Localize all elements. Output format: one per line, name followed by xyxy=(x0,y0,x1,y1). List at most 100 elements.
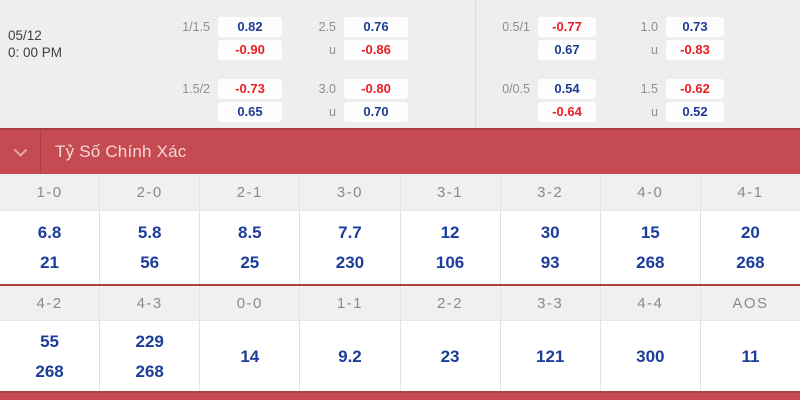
goal-line-label: 1.5 xyxy=(640,81,658,96)
handicap-label: 1/1.5 xyxy=(182,19,210,34)
score-odds-value: 268 xyxy=(736,253,765,272)
score-cell[interactable]: 2-1 8.5 25 xyxy=(200,174,301,284)
score-header: 4-2 xyxy=(0,286,100,321)
score-cell[interactable]: 1-0 6.8 21 xyxy=(0,174,101,284)
score-header: 4-4 xyxy=(600,286,700,321)
score-cell[interactable]: 3-3 121 xyxy=(500,286,601,391)
score-cell[interactable]: 3-2 30 93 xyxy=(500,174,601,284)
score-header: 0-0 xyxy=(200,286,300,321)
score-header: 3-2 xyxy=(500,174,600,211)
score-cell[interactable]: 2-0 5.8 56 xyxy=(100,174,201,284)
odds-value-box[interactable]: 0.67 xyxy=(538,39,596,60)
score-odds-value: 93 xyxy=(540,253,560,272)
score-odds-value: 268 xyxy=(35,361,64,381)
section-title: Tỷ Số Chính Xác xyxy=(55,142,187,161)
score-header: 4-3 xyxy=(100,286,200,321)
match-datetime: 05/12 0: 00 PM xyxy=(8,27,62,61)
handicap-label: 0/0.5 xyxy=(502,81,530,96)
under-label: u xyxy=(651,42,658,57)
score-odds-value: 300 xyxy=(636,346,665,366)
under-label: u xyxy=(329,104,336,119)
collapse-toggle[interactable] xyxy=(0,130,40,174)
odds-line: 1/1.5 0.82 2.5 0.76 0.5/1 -0.77 1.0 0.73 xyxy=(0,16,800,37)
handicap-label: 1.5/2 xyxy=(182,81,210,96)
goal-line-label: 2.5 xyxy=(318,19,336,34)
score-odds-value: 21 xyxy=(40,253,60,272)
score-odds-value: 14 xyxy=(240,346,260,366)
score-cell[interactable]: 4-1 20 268 xyxy=(700,174,800,284)
score-odds-value: 23 xyxy=(440,346,460,366)
odds-section-divider xyxy=(475,0,476,128)
score-odds-value: 15 xyxy=(640,223,660,242)
correct-score-row-1: 1-0 6.8 21 2-0 5.8 56 2-1 8.5 25 3-0 7.7 230… xyxy=(0,174,800,284)
odds-line: 1.5/2 -0.73 3.0 -0.80 0/0.5 0.54 1.5 -0.… xyxy=(0,78,800,99)
chevron-down-icon xyxy=(13,148,27,157)
score-header: 1-0 xyxy=(0,174,100,211)
score-odds-value: 30 xyxy=(540,223,560,242)
match-odds-section: 05/12 0: 00 PM 1/1.5 0.82 2.5 0.76 0.5/1… xyxy=(0,0,800,128)
score-cell[interactable]: AOS 11 xyxy=(700,286,800,391)
bottom-bar xyxy=(0,391,800,400)
odds-value-box[interactable]: 0.73 xyxy=(666,16,724,37)
odds-value-box[interactable]: -0.64 xyxy=(538,101,596,122)
score-odds-value: 56 xyxy=(140,253,160,272)
score-odds-value: 11 xyxy=(741,346,760,366)
score-cell[interactable]: 0-0 14 xyxy=(200,286,301,391)
score-cell[interactable]: 3-0 7.7 230 xyxy=(300,174,401,284)
score-cell[interactable]: 4-2 55 268 xyxy=(0,286,101,391)
odds-value-box[interactable]: 0.65 xyxy=(218,101,282,122)
score-header: 3-1 xyxy=(400,174,500,211)
odds-value-box[interactable]: -0.90 xyxy=(218,39,282,60)
score-odds-value: 8.5 xyxy=(237,223,262,242)
score-odds-value: 268 xyxy=(636,253,665,272)
odds-value-box[interactable]: -0.73 xyxy=(218,78,282,99)
score-odds-value: 7.7 xyxy=(338,223,362,242)
score-odds-value: 121 xyxy=(536,346,565,366)
odds-value-box[interactable]: -0.83 xyxy=(666,39,724,60)
score-header: 2-1 xyxy=(200,174,300,211)
odds-value-box[interactable]: 0.76 xyxy=(344,16,408,37)
odds-line: -0.90 u -0.86 0.67 u -0.83 xyxy=(0,39,800,60)
score-cell[interactable]: 2-2 23 xyxy=(400,286,501,391)
odds-value-box[interactable]: 0.54 xyxy=(538,78,596,99)
odds-value-box[interactable]: -0.86 xyxy=(344,39,408,60)
under-label: u xyxy=(651,104,658,119)
score-header: 3-3 xyxy=(500,286,600,321)
odds-value-box[interactable]: 0.82 xyxy=(218,16,282,37)
score-odds-value: 12 xyxy=(440,223,460,242)
score-odds-value: 9.2 xyxy=(338,346,362,366)
block-separator xyxy=(0,284,800,286)
score-odds-value: 55 xyxy=(40,331,60,351)
score-odds-value: 5.8 xyxy=(137,223,162,242)
score-odds-value: 20 xyxy=(740,223,760,242)
score-cell[interactable]: 4-0 15 268 xyxy=(600,174,701,284)
score-cell[interactable]: 3-1 12 106 xyxy=(400,174,501,284)
odds-value-box[interactable]: -0.80 xyxy=(344,78,408,99)
odds-value-box[interactable]: -0.77 xyxy=(538,16,596,37)
score-cell[interactable]: 4-4 300 xyxy=(600,286,701,391)
header-divider xyxy=(40,130,41,174)
score-odds-value: 229 xyxy=(135,331,164,351)
under-label: u xyxy=(329,42,336,57)
score-cell[interactable]: 4-3 229 268 xyxy=(100,286,201,391)
score-header: 1-1 xyxy=(300,286,400,321)
score-odds-value: 6.8 xyxy=(37,223,62,242)
odds-value-box[interactable]: -0.62 xyxy=(666,78,724,99)
handicap-label: 0.5/1 xyxy=(502,19,530,34)
odds-value-box[interactable]: 0.52 xyxy=(666,101,724,122)
goal-line-label: 3.0 xyxy=(318,81,336,96)
odds-line: 0.65 u 0.70 -0.64 u 0.52 xyxy=(0,101,800,122)
match-time: 0: 00 PM xyxy=(8,45,63,60)
score-header: 2-0 xyxy=(100,174,200,211)
match-date: 05/12 xyxy=(8,28,42,43)
goal-line-label: 1.0 xyxy=(640,19,658,34)
score-odds-value: 106 xyxy=(435,253,465,272)
score-header: 3-0 xyxy=(300,174,400,211)
correct-score-row-2: 4-2 55 268 4-3 229 268 0-0 14 1-1 9.2 2-2 … xyxy=(0,286,800,391)
score-odds-value: 25 xyxy=(240,253,260,272)
score-cell[interactable]: 1-1 9.2 xyxy=(300,286,401,391)
odds-value-box[interactable]: 0.70 xyxy=(344,101,408,122)
score-odds-value: 268 xyxy=(135,361,164,381)
score-header: AOS xyxy=(700,286,800,321)
